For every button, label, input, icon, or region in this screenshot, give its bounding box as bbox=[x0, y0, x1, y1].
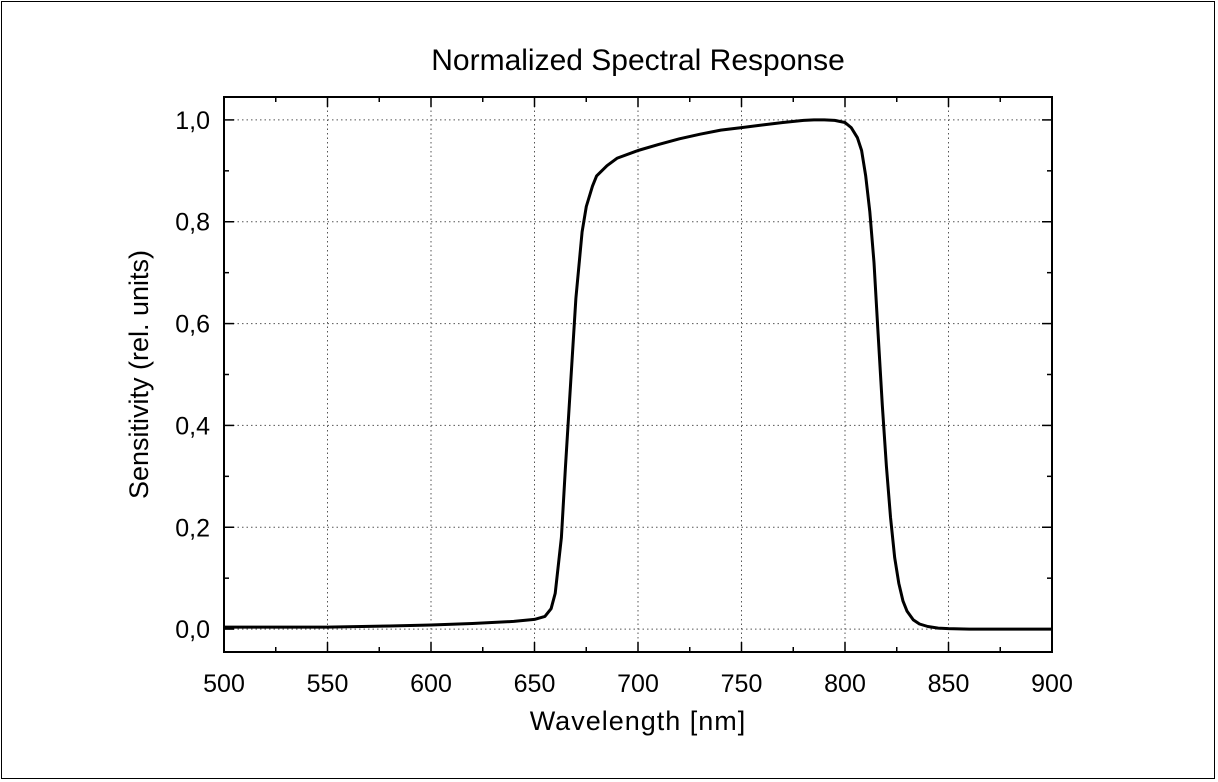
y-tick-label: 0,2 bbox=[175, 514, 210, 542]
x-tick-labels: 500 550 600 650 700 750 800 850 900 bbox=[203, 670, 1073, 698]
y-tick-label: 0,0 bbox=[175, 616, 210, 644]
x-tick-label: 850 bbox=[928, 670, 970, 698]
y-tick-label: 1,0 bbox=[175, 107, 210, 135]
grid-lines bbox=[224, 97, 1052, 652]
x-tick-label: 550 bbox=[307, 670, 349, 698]
y-tick-label: 0,6 bbox=[175, 311, 210, 339]
x-tick-label: 750 bbox=[721, 670, 763, 698]
y-tick-label: 0,8 bbox=[175, 209, 210, 237]
axis-ticks bbox=[223, 97, 1053, 652]
chart-title: Normalized Spectral Response bbox=[431, 44, 845, 77]
y-axis-label: Sensitivity (rel. units) bbox=[124, 250, 154, 499]
x-tick-label: 800 bbox=[824, 670, 866, 698]
plot-area-border bbox=[223, 96, 1053, 653]
x-tick-label: 500 bbox=[203, 670, 245, 698]
spectral-response-line bbox=[224, 118, 1052, 631]
x-tick-label: 900 bbox=[1031, 670, 1073, 698]
x-tick-label: 650 bbox=[514, 670, 556, 698]
x-axis-label: Wavelength [nm] bbox=[530, 706, 747, 736]
x-tick-label: 600 bbox=[410, 670, 452, 698]
y-tick-label: 0,4 bbox=[175, 412, 210, 440]
y-tick-labels: 0,0 0,2 0,4 0,6 0,8 1,0 bbox=[175, 107, 210, 644]
x-tick-label: 700 bbox=[617, 670, 659, 698]
